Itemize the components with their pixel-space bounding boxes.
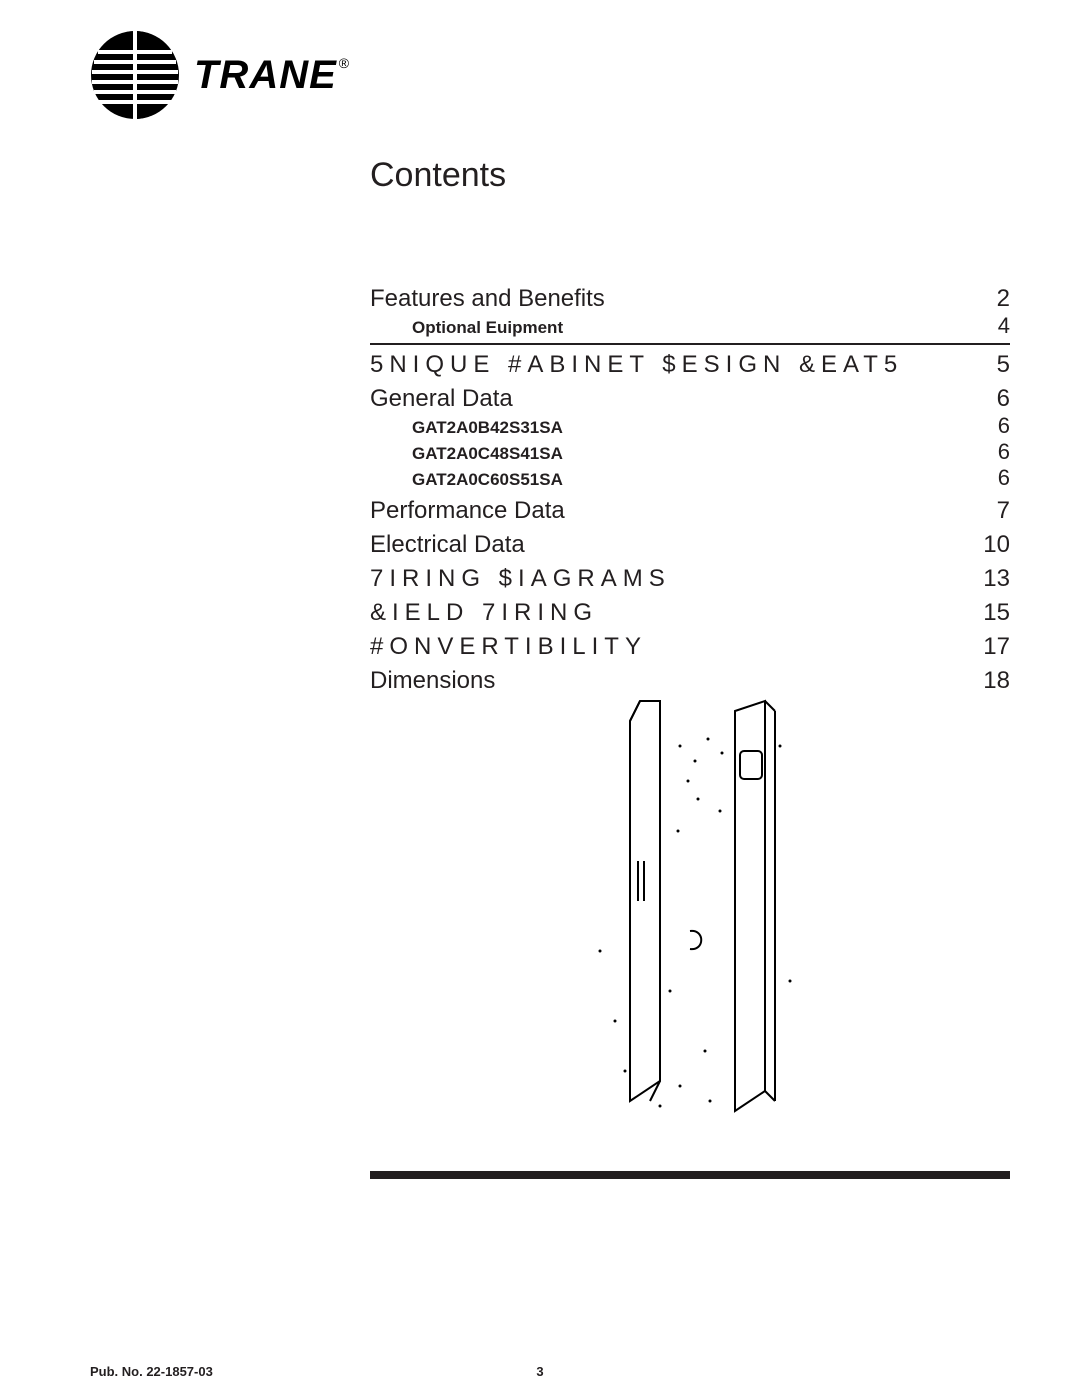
globe-icon bbox=[90, 30, 180, 120]
toc-page: 10 bbox=[970, 531, 1010, 559]
toc-page: 18 bbox=[970, 667, 1010, 695]
bottom-rule bbox=[370, 1171, 1010, 1179]
toc-divider bbox=[370, 343, 1010, 345]
toc-page: 6 bbox=[970, 439, 1010, 465]
toc-label: General Data bbox=[370, 385, 513, 413]
toc-label: 5NIQUE #ABINET $ESIGN &EAT5 bbox=[370, 351, 903, 379]
toc-label: Features and Beneﬁts bbox=[370, 285, 605, 313]
toc-row: #ONVERTIBILITY 17 bbox=[370, 633, 1010, 661]
toc-row: &IELD 7IRING 15 bbox=[370, 599, 1010, 627]
toc-row: Electrical Data 10 bbox=[370, 531, 1010, 559]
toc-page: 13 bbox=[970, 565, 1010, 593]
toc-label: #ONVERTIBILITY bbox=[370, 633, 647, 661]
brand-text: TRANE bbox=[194, 53, 337, 97]
toc-subrow: GAT2A0C60S51SA 6 bbox=[370, 465, 1010, 491]
toc-page: 4 bbox=[970, 313, 1010, 339]
toc-label: Performance Data bbox=[370, 497, 565, 525]
toc-page: 2 bbox=[970, 285, 1010, 313]
toc-row: 5NIQUE #ABINET $ESIGN &EAT5 5 bbox=[370, 351, 1010, 379]
toc-subrow: GAT2A0B42S31SA 6 bbox=[370, 413, 1010, 439]
brand-logo: TRANE® bbox=[90, 30, 990, 120]
toc-page: 6 bbox=[970, 465, 1010, 491]
toc-row: Features and Beneﬁts 2 bbox=[370, 285, 1010, 313]
toc-label: GAT2A0B42S31SA bbox=[412, 418, 563, 438]
toc-label: GAT2A0C60S51SA bbox=[412, 470, 563, 490]
page-title: Contents bbox=[370, 156, 1010, 195]
toc-page: 6 bbox=[970, 385, 1010, 413]
figure bbox=[370, 691, 1010, 1131]
toc-row: General Data 6 bbox=[370, 385, 1010, 413]
toc-label: GAT2A0C48S41SA bbox=[412, 444, 563, 464]
brand-name: TRANE® bbox=[194, 53, 348, 98]
content-area: Contents Features and Beneﬁts 2 Optional… bbox=[370, 156, 1010, 1179]
toc-subrow: GAT2A0C48S41SA 6 bbox=[370, 439, 1010, 465]
toc-row: Performance Data 7 bbox=[370, 497, 1010, 525]
footer-page-number: 3 bbox=[536, 1364, 543, 1379]
toc-page: 7 bbox=[970, 497, 1010, 525]
footer: Pub. No. 22-1857-03 3 bbox=[90, 1364, 990, 1379]
footer-pub-no: Pub. No. 22-1857-03 bbox=[90, 1364, 213, 1379]
toc-row: 7IRING $IAGRAMS 13 bbox=[370, 565, 1010, 593]
toc-label: &IELD 7IRING bbox=[370, 599, 598, 627]
toc-label: Electrical Data bbox=[370, 531, 525, 559]
toc-page: 15 bbox=[970, 599, 1010, 627]
toc-page: 5 bbox=[970, 351, 1010, 379]
page: TRANE® Contents Features and Beneﬁts 2 O… bbox=[0, 0, 1080, 1397]
toc-label: Dimensions bbox=[370, 667, 495, 695]
exploded-panel-icon bbox=[530, 691, 850, 1131]
registered-mark: ® bbox=[339, 55, 350, 71]
toc-label: Optional Euipment bbox=[412, 318, 563, 338]
toc-subrow: Optional Euipment 4 bbox=[370, 313, 1010, 339]
toc-page: 17 bbox=[970, 633, 1010, 661]
table-of-contents: Features and Beneﬁts 2 Optional Euipment… bbox=[370, 285, 1010, 695]
toc-page: 6 bbox=[970, 413, 1010, 439]
toc-label: 7IRING $IAGRAMS bbox=[370, 565, 671, 593]
